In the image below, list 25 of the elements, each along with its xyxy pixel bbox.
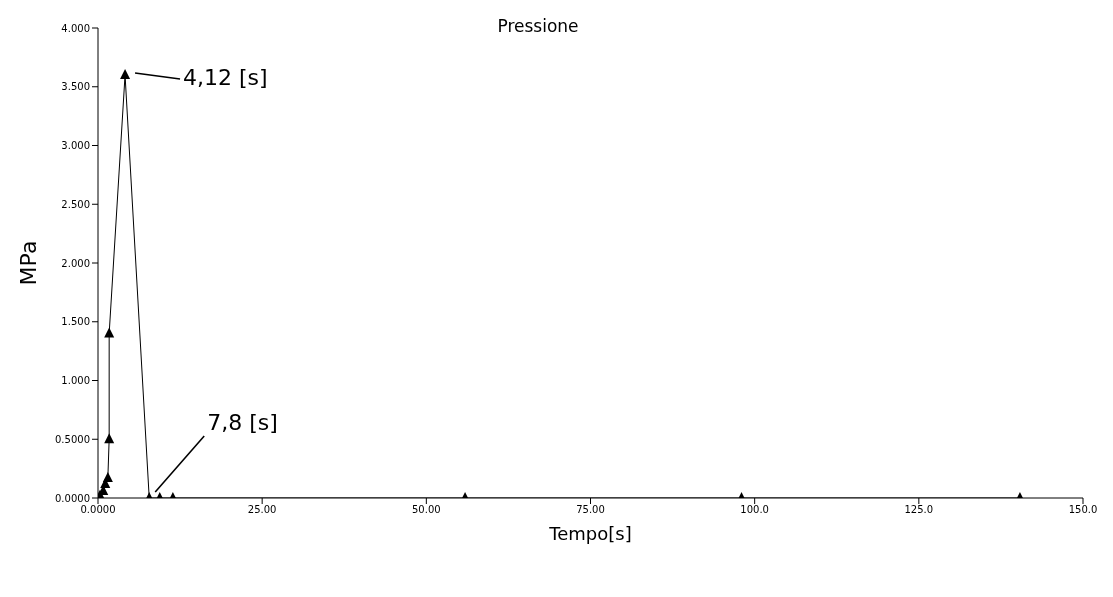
y-tick-label: 0.5000 [55, 433, 90, 445]
y-tick-label: 1.500 [61, 316, 90, 328]
point [104, 327, 115, 338]
y-tick-label: 4.000 [61, 22, 90, 34]
x-tick-label: 0.0000 [80, 504, 116, 516]
x-tick-label: 150.0 [1068, 504, 1098, 516]
y-tick-label: 3.500 [61, 81, 90, 93]
y-tick-label: 1.000 [61, 375, 90, 387]
x-tick-label: 100.0 [740, 504, 769, 516]
x-tick-label: 50.00 [412, 504, 441, 516]
y-tick-label: 3.000 [61, 140, 90, 152]
x-tick-label: 75.00 [576, 504, 605, 516]
point [102, 472, 113, 483]
y-axis-title: MPa [15, 240, 41, 286]
x-tick-label: 25.00 [247, 504, 277, 516]
point [104, 433, 115, 444]
x-axis-title: Tempo[s] [548, 523, 632, 544]
chart-title: Pressione [497, 16, 579, 36]
annotation: 7,8 [s] [207, 410, 278, 435]
annotation: 4,12 [s] [183, 65, 268, 90]
y-tick-label: 0.0000 [55, 492, 90, 504]
point [120, 69, 131, 79]
y-tick-label: 2.500 [61, 198, 90, 210]
y-tick-label: 2.000 [61, 257, 90, 269]
x-tick-label: 125.0 [904, 504, 934, 516]
